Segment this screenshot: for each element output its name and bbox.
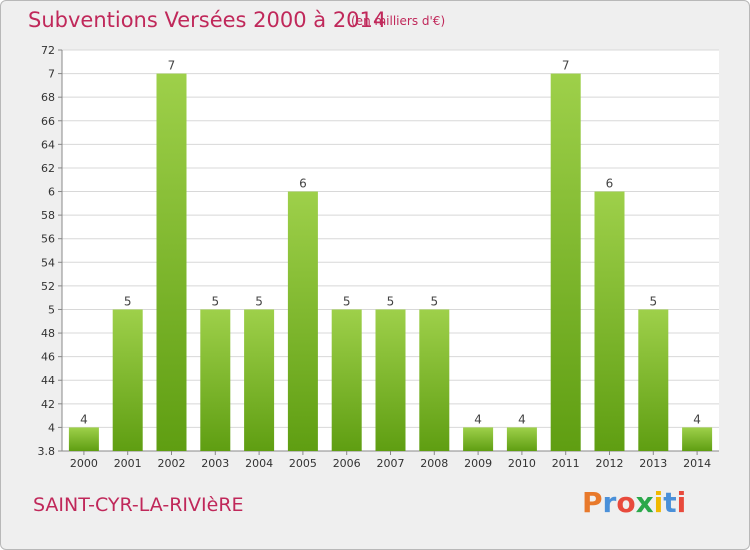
logo-letter: o [616, 486, 636, 519]
bar [244, 309, 275, 451]
bar [594, 191, 625, 451]
y-tick-label: 4 [48, 421, 55, 434]
bar [375, 309, 406, 451]
y-tick-label: 52 [41, 280, 55, 293]
bar-value-label: 4 [80, 412, 88, 426]
bar-value-label: 4 [693, 412, 701, 426]
y-tick-label: 58 [41, 209, 55, 222]
x-tick-label: 2008 [420, 457, 448, 470]
bar [638, 309, 669, 451]
bar-value-label: 6 [606, 177, 614, 191]
x-tick-label: 2014 [683, 457, 711, 470]
y-tick-label: 48 [41, 327, 55, 340]
bar [463, 427, 494, 451]
bar [200, 309, 231, 451]
chart-title: Subventions Versées 2000 à 2014 [28, 8, 387, 32]
bar [331, 309, 362, 451]
x-tick-label: 2006 [333, 457, 361, 470]
y-tick-label: 46 [41, 351, 55, 364]
y-tick-label: 72 [41, 44, 55, 57]
y-tick-label: 42 [41, 398, 55, 411]
bar-value-label: 5 [343, 294, 351, 308]
bar [68, 427, 99, 451]
logo-letter: t [663, 486, 677, 519]
y-tick-label: 7 [48, 68, 55, 81]
y-tick-label: 68 [41, 91, 55, 104]
bar-value-label: 5 [649, 294, 657, 308]
logo-letter: x [635, 486, 654, 519]
bar [287, 191, 318, 451]
x-tick-label: 2007 [377, 457, 405, 470]
y-tick-label: 44 [41, 374, 55, 387]
x-tick-label: 2012 [596, 457, 624, 470]
bar [506, 427, 537, 451]
logo-letter: P [582, 486, 603, 519]
x-tick-label: 2001 [114, 457, 142, 470]
bar-value-label: 5 [211, 294, 219, 308]
x-tick-label: 2004 [245, 457, 273, 470]
bar-value-label: 6 [299, 177, 307, 191]
bar-value-label: 5 [255, 294, 263, 308]
proxiti-logo[interactable]: Proxiti [582, 486, 686, 519]
x-tick-label: 2011 [552, 457, 580, 470]
x-tick-label: 2003 [201, 457, 229, 470]
x-tick-label: 2002 [158, 457, 186, 470]
x-tick-label: 2010 [508, 457, 536, 470]
bar-value-label: 4 [518, 412, 526, 426]
bar-value-label: 5 [124, 294, 132, 308]
bar-value-label: 4 [474, 412, 482, 426]
logo-letter: r [602, 486, 617, 519]
bar-value-label: 7 [168, 59, 176, 73]
x-tick-label: 2000 [70, 457, 98, 470]
y-tick-label: 54 [41, 256, 55, 269]
y-tick-label: 5 [48, 303, 55, 316]
bar-value-label: 5 [430, 294, 438, 308]
y-tick-label: 64 [41, 138, 55, 151]
x-tick-label: 2009 [464, 457, 492, 470]
y-tick-label: 3.8 [38, 445, 56, 458]
bar [419, 309, 450, 451]
logo-letter: i [653, 486, 664, 519]
bar [550, 73, 581, 452]
y-tick-label: 56 [41, 233, 55, 246]
x-tick-label: 2005 [289, 457, 317, 470]
y-tick-label: 62 [41, 162, 55, 175]
bar-value-label: 7 [562, 59, 570, 73]
bar [112, 309, 143, 451]
bar [682, 427, 713, 451]
bar [156, 73, 187, 452]
x-tick-label: 2013 [639, 457, 667, 470]
bar-value-label: 5 [387, 294, 395, 308]
logo-letter: i [676, 486, 687, 519]
commune-name: SAINT-CYR-LA-RIVIèRE [33, 494, 244, 516]
unit-note: (en milliers d'€) [351, 14, 446, 28]
y-tick-label: 6 [48, 186, 55, 199]
y-tick-label: 66 [41, 115, 55, 128]
